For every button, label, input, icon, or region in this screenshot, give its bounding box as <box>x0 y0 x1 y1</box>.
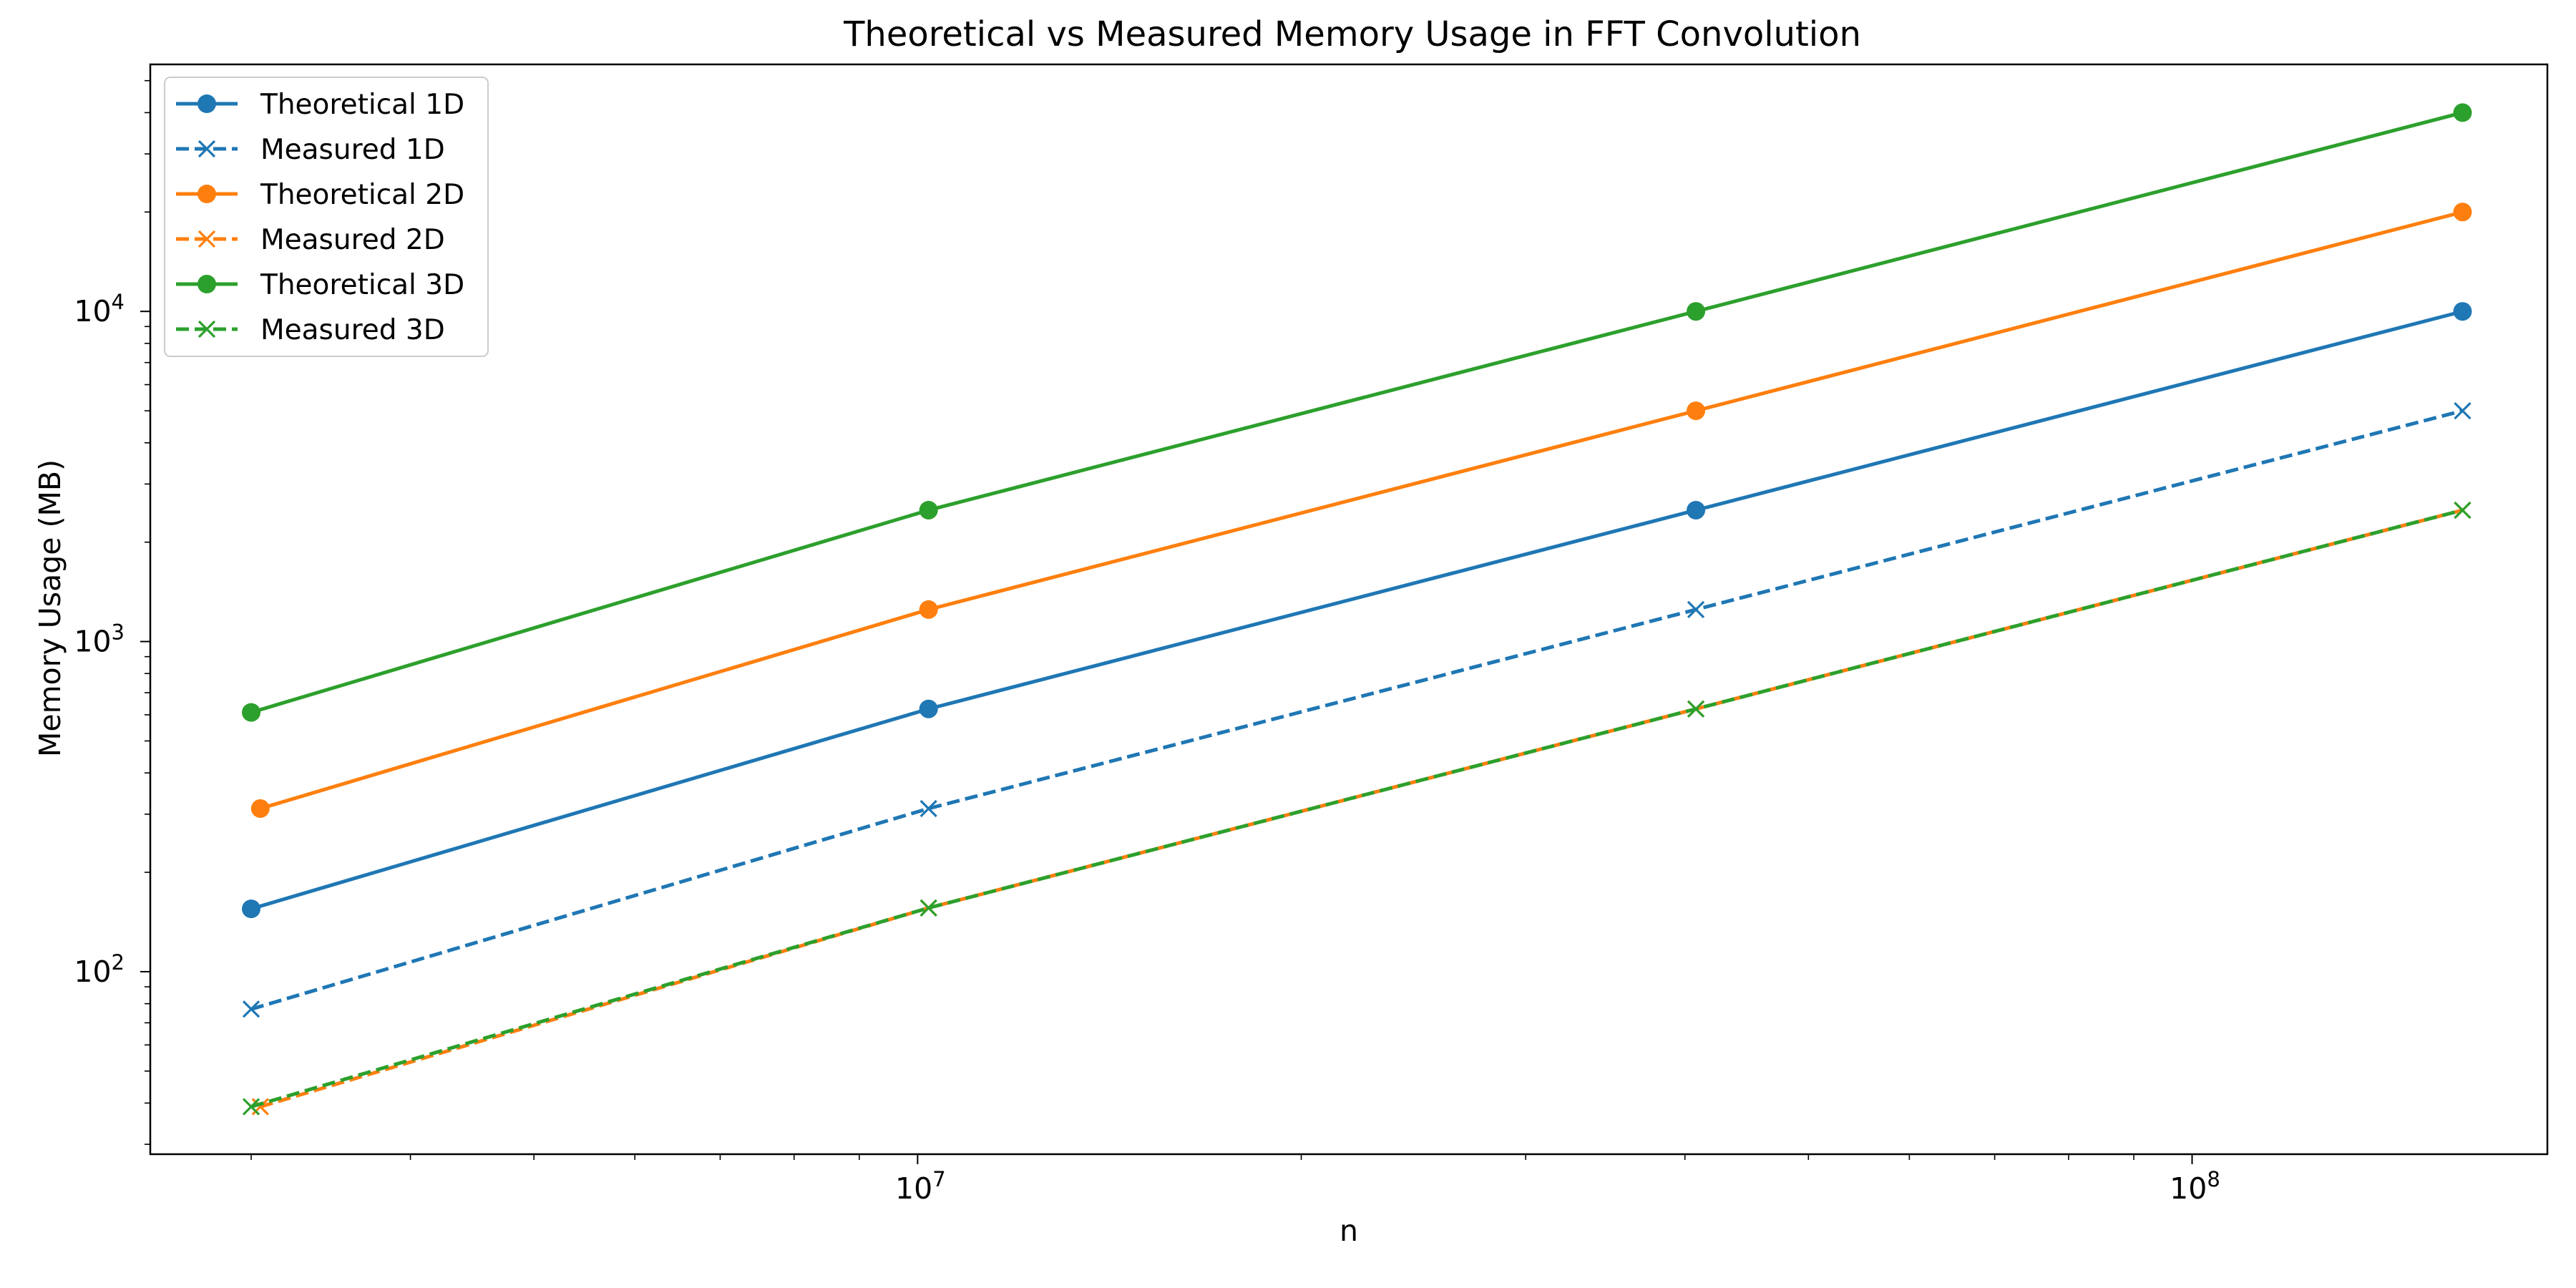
x-tick-label: 108 <box>2170 1167 2220 1206</box>
x-marker <box>919 899 937 917</box>
circle-marker <box>919 699 938 718</box>
x-axis-label: n <box>1340 1214 1358 1248</box>
circle-marker <box>197 275 216 293</box>
circle-marker <box>197 185 216 203</box>
series-line <box>250 309 2464 911</box>
x-marker <box>2454 501 2472 519</box>
circle-marker <box>1687 302 1706 321</box>
legend: Theoretical 1D Measured 1D Theoretical 2D M… <box>164 77 489 357</box>
x-marker <box>1687 700 1705 718</box>
circle-marker <box>2453 103 2472 122</box>
circle-marker <box>242 703 261 722</box>
circle-marker <box>1687 401 1706 421</box>
series-measured-3d <box>242 501 2472 1116</box>
legend-item: Measured 1D <box>176 134 445 166</box>
legend-label: Theoretical 2D <box>260 179 464 211</box>
x-marker <box>242 1098 260 1116</box>
circle-marker <box>242 899 261 919</box>
series-line <box>250 409 2464 1011</box>
x-marker <box>1687 600 1705 618</box>
circle-marker <box>1687 500 1706 519</box>
series-line <box>260 210 2464 811</box>
y-tick-label: 104 <box>74 290 125 328</box>
x-marker <box>197 230 216 248</box>
axes: 107 108 102 103 104 <box>74 79 2220 1206</box>
legend-item: Measured 2D <box>176 224 445 256</box>
series-measured-1d <box>242 401 2472 1018</box>
x-marker <box>242 1000 260 1018</box>
series-line <box>250 110 2464 715</box>
circle-marker <box>919 600 938 619</box>
legend-item: Theoretical 1D <box>176 89 464 121</box>
legend-label: Measured 3D <box>260 314 445 346</box>
chart-title: Theoretical vs Measured Memory Usage in … <box>843 14 1861 54</box>
series-line <box>250 508 2464 1109</box>
x-marker <box>197 140 216 158</box>
legend-item: Measured 3D <box>176 314 445 346</box>
legend-item: Theoretical 2D <box>176 179 464 211</box>
circle-marker <box>919 500 938 519</box>
plot-frame <box>149 63 2549 1156</box>
legend-frame <box>164 77 489 357</box>
series-line <box>260 508 2464 1109</box>
circle-marker <box>250 799 270 818</box>
x-tick-label: 107 <box>895 1167 946 1206</box>
legend-label: Measured 1D <box>260 134 445 166</box>
series-theoretical-1d <box>242 302 2472 919</box>
x-marker <box>2454 401 2472 420</box>
circle-marker <box>197 94 216 113</box>
series-theoretical-3d <box>242 103 2472 722</box>
y-tick-label: 103 <box>74 620 125 659</box>
x-marker <box>919 799 937 818</box>
plot-area <box>242 103 2472 1116</box>
x-marker <box>197 320 216 338</box>
y-axis-label: Memory Usage (MB) <box>33 459 67 757</box>
circle-marker <box>2453 302 2472 321</box>
legend-label: Measured 2D <box>260 224 445 256</box>
legend-item: Theoretical 3D <box>176 269 464 301</box>
legend-label: Theoretical 1D <box>260 89 464 121</box>
series-theoretical-2d <box>250 203 2472 818</box>
circle-marker <box>2453 203 2472 222</box>
legend-label: Theoretical 3D <box>260 269 464 301</box>
y-tick-label: 102 <box>74 950 125 989</box>
